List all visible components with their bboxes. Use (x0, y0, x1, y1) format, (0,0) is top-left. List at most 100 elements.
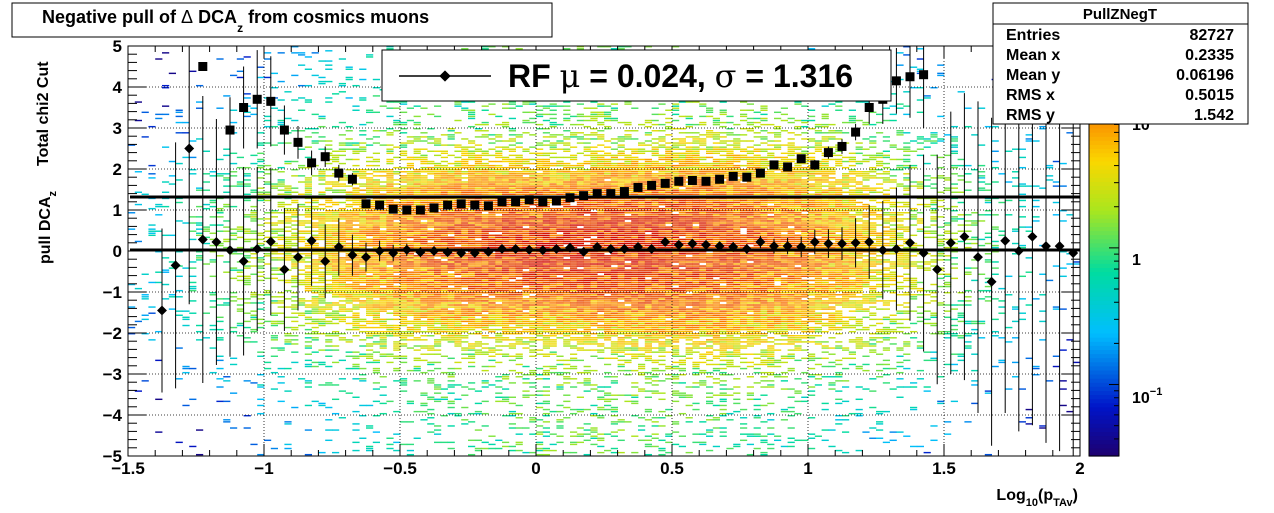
heatmap-cell (502, 287, 510, 290)
heatmap-cell (366, 314, 374, 316)
heatmap-cell (536, 374, 544, 376)
heatmap-cell (536, 275, 544, 278)
heatmap-cell (318, 148, 326, 150)
heatmap-cell (542, 378, 550, 380)
heatmap-cell (508, 130, 516, 132)
heatmap-cell (440, 265, 448, 267)
heatmap-cell (502, 322, 510, 325)
heatmap-cell (257, 152, 265, 155)
heatmap-cell (576, 347, 584, 349)
heatmap-cell (427, 212, 435, 214)
heatmap-cell (522, 347, 530, 349)
heatmap-cell (440, 275, 448, 278)
heatmap-cell (264, 52, 272, 54)
heatmap-cell (366, 337, 374, 339)
heatmap-cell (420, 183, 428, 185)
heatmap-cell (243, 265, 251, 267)
heatmap-cell (468, 191, 476, 193)
heatmap-cell (536, 214, 544, 216)
heatmap-cell (576, 269, 584, 271)
heatmap-cell (454, 177, 462, 179)
heatmap-cell (563, 162, 571, 165)
heatmap-cell (413, 285, 421, 288)
heatmap-cell (277, 171, 285, 173)
heatmap-cell (304, 68, 312, 70)
heatmap-cell (359, 353, 367, 355)
heatmap-cell (352, 169, 360, 171)
heatmap-cell (277, 80, 285, 83)
heatmap-cell (366, 445, 374, 448)
heatmap-cell (318, 203, 326, 206)
heatmap-cell (502, 234, 510, 237)
heatmap-cell (529, 320, 537, 323)
heatmap-cell (454, 236, 462, 239)
heatmap-cell (189, 173, 197, 175)
heatmap-cell (563, 251, 571, 253)
heatmap-cell (182, 404, 190, 407)
heatmap-cell (563, 214, 571, 216)
heatmap-cell (570, 314, 578, 316)
heatmap-cell (447, 292, 455, 294)
heatmap-cell (495, 339, 503, 341)
heatmap-cell (352, 230, 360, 232)
heatmap-cell (352, 294, 360, 296)
heatmap-cell (461, 324, 469, 327)
heatmap-cell (474, 193, 482, 196)
heatmap-cell (440, 279, 448, 282)
heatmap-cell (563, 304, 571, 306)
heatmap-cell (298, 253, 306, 255)
heatmap-cell (216, 337, 224, 339)
heatmap-cell (372, 255, 380, 257)
heatmap-cell (168, 160, 176, 163)
heatmap-cell (352, 238, 360, 241)
heatmap-cell (257, 453, 265, 456)
heatmap-cell (570, 287, 578, 290)
heatmap-cell (379, 345, 387, 347)
heatmap-cell (529, 222, 537, 224)
heatmap-cell (386, 218, 394, 220)
heatmap-cell (175, 441, 183, 444)
heatmap-cell (168, 183, 176, 185)
heatmap-cell (209, 261, 217, 263)
heatmap-cell (461, 267, 469, 269)
heatmap-cell (400, 101, 408, 103)
heatmap-cell (420, 179, 428, 181)
heatmap-cell (345, 279, 353, 282)
heatmap-cell (461, 349, 469, 351)
heatmap-cell (277, 246, 285, 249)
heatmap-cell (270, 244, 278, 247)
heatmap-cell (393, 330, 401, 333)
heatmap-cell (502, 212, 510, 214)
heatmap-cell (345, 193, 353, 196)
heatmap-cell (549, 191, 557, 193)
heatmap-cell (583, 263, 591, 265)
heatmap-cell (379, 294, 387, 296)
heatmap-cell (366, 193, 374, 196)
heatmap-cell (366, 121, 374, 124)
heatmap-cell (583, 433, 591, 435)
heatmap-cell (189, 287, 197, 290)
heatmap-cell (352, 378, 360, 380)
heatmap-cell (536, 152, 544, 155)
heatmap-cell (420, 214, 428, 216)
heatmap-cell (243, 240, 251, 243)
heatmap-cell (264, 169, 272, 171)
heatmap-cell (420, 261, 428, 263)
heatmap-cell (196, 107, 204, 109)
heatmap-cell (332, 330, 340, 333)
heatmap-cell (393, 367, 401, 370)
heatmap-cell (563, 296, 571, 298)
heatmap-cell (454, 164, 462, 167)
heatmap-cell (502, 445, 510, 448)
heatmap-cell (542, 185, 550, 187)
heatmap-cell (454, 384, 462, 386)
heatmap-cell (420, 154, 428, 157)
heatmap-cell (556, 142, 564, 144)
heatmap-cell (400, 230, 408, 232)
heatmap-cell (352, 267, 360, 269)
heatmap-cell (223, 302, 231, 304)
heatmap-cell (332, 201, 340, 204)
heatmap-cell (461, 230, 469, 232)
heatmap-cell (502, 300, 510, 302)
heatmap-cell (386, 242, 394, 245)
